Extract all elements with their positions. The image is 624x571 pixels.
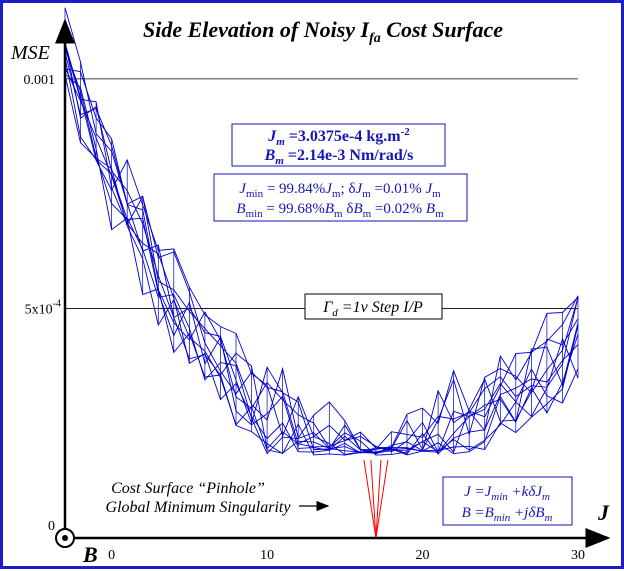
x-tick-label: 20 — [416, 548, 430, 563]
x-tick-label: 30 — [571, 548, 585, 563]
svg-text:Cost Surface “Pinhole”: Cost Surface “Pinhole” — [111, 480, 265, 497]
svg-text:Jmin = 99.84%Jm; δJm =0.01% Jm: Jmin = 99.84%Jm; δJm =0.01% Jm — [239, 181, 441, 200]
svg-text:Γd =1v Step I/P: Γd =1v Step I/P — [322, 299, 423, 319]
pinhole-annotation: Cost Surface “Pinhole” Global Minimum Si… — [106, 480, 330, 516]
minimum-parameter-box: Jmin = 99.84%Jm; δJm =0.01% Jm Bmin = 99… — [213, 173, 468, 222]
x-tick-label: 10 — [260, 548, 274, 563]
svg-text:Global Minimum Singularity: Global Minimum Singularity — [106, 499, 292, 516]
singularity-line — [363, 459, 377, 539]
surface-trace — [64, 51, 579, 454]
surface-trace — [64, 73, 579, 455]
surface-trace — [64, 48, 579, 455]
svg-text:B =Bmin +jδBm: B =Bmin +jδBm — [462, 505, 553, 524]
surface-trace — [64, 7, 579, 454]
input-disturbance-box: Γd =1v Step I/P — [304, 293, 443, 320]
y-tick-label: 0.001 — [24, 73, 56, 88]
minimum-singularity — [363, 459, 389, 539]
cost-surface-chart: Side Elevation of Noisy Ifa Cost Surface… — [10, 7, 611, 567]
surface-trace — [64, 45, 579, 455]
singularity-line — [370, 459, 377, 539]
singularity-line — [375, 459, 389, 539]
surface-trace — [64, 42, 579, 451]
chart-title: Side Elevation of Noisy Ifa Cost Surface — [143, 17, 503, 46]
depth-axis-label: B — [82, 542, 98, 566]
x-axis-label: J — [597, 500, 610, 525]
y-tick-label: 5x10-4 — [25, 298, 61, 317]
svg-text:Jm =3.0375e-4 kg.m-2: Jm =3.0375e-4 kg.m-2 — [267, 126, 410, 148]
parameter-box: Jm =3.0375e-4 kg.m-2 Bm =2.14e-3 Nm/rad/… — [231, 123, 446, 167]
y-axis-label: MSE — [10, 42, 50, 64]
cost-surface — [64, 7, 579, 456]
depth-axis-icon — [55, 528, 75, 548]
x-tick-labels: 0 10 20 30 — [108, 548, 585, 563]
surface-trace — [64, 57, 579, 456]
y-tick-label: 0 — [48, 519, 55, 534]
y-tick-labels: 0 5x10-4 0.001 — [24, 73, 62, 534]
x-tick-label: 0 — [108, 548, 115, 563]
singularity-line — [375, 459, 382, 539]
svg-text:Bm =2.14e-3 Nm/rad/s: Bm =2.14e-3 Nm/rad/s — [264, 147, 414, 167]
svg-text:J =Jmin +kδJm: J =Jmin +kδJm — [464, 484, 550, 503]
grid-definition-box: J =Jmin +kδJm B =Bmin +jδBm — [442, 476, 573, 526]
svg-text:Bmin = 99.68%Bm δBm =0.02% Bm: Bmin = 99.68%Bm δBm =0.02% Bm — [236, 201, 444, 220]
